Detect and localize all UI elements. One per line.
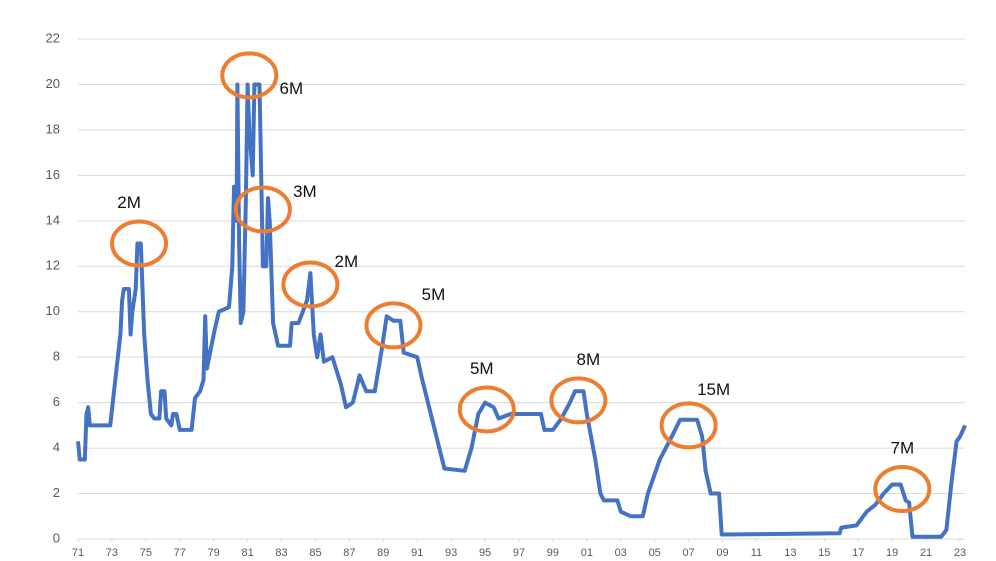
annotation-label: 6M	[279, 79, 303, 98]
x-tick-label: 09	[716, 547, 728, 559]
annotation-circle	[659, 401, 718, 450]
y-tick-label: 0	[53, 530, 60, 545]
y-tick-label: 2	[53, 485, 60, 500]
y-tick-label: 12	[46, 258, 60, 273]
annotation-circle	[220, 51, 279, 100]
x-tick-label: 73	[106, 547, 118, 559]
x-tick-label: 97	[513, 547, 525, 559]
x-tick-label: 85	[309, 547, 321, 559]
annotation-label: 5M	[470, 359, 494, 378]
annotation-label: 7M	[891, 438, 915, 457]
x-tick-label: 91	[411, 547, 423, 559]
x-tick-label: 77	[174, 547, 186, 559]
y-tick-label: 16	[46, 167, 60, 182]
annotation-label: 2M	[117, 193, 141, 212]
x-tick-label: 07	[682, 547, 694, 559]
x-tick-label: 23	[954, 547, 966, 559]
annotation-label: 8M	[577, 350, 601, 369]
y-tick-label: 20	[46, 76, 60, 91]
x-tick-label: 93	[445, 547, 457, 559]
y-tick-label: 8	[53, 349, 60, 364]
x-tick-label: 79	[208, 547, 220, 559]
x-tick-label: 17	[852, 547, 864, 559]
annotation-circle	[457, 385, 516, 434]
annotation-label: 5M	[422, 285, 446, 304]
y-tick-label: 4	[53, 440, 60, 455]
annotation-circle	[549, 376, 608, 425]
annotation-label: 2M	[335, 252, 359, 271]
x-tick-label: 75	[140, 547, 152, 559]
y-tick-label: 10	[46, 303, 60, 318]
series-line	[76, 82, 967, 539]
x-tick-label: 81	[241, 547, 253, 559]
x-tick-label: 19	[886, 547, 898, 559]
annotation-circle	[233, 185, 292, 234]
x-tick-label: 01	[581, 547, 593, 559]
y-tick-label: 14	[46, 212, 60, 227]
annotation-circle	[873, 465, 932, 513]
x-tick-label: 83	[275, 547, 287, 559]
x-tick-label: 71	[72, 547, 84, 559]
y-tick-label: 6	[53, 394, 60, 409]
annotation-circle	[110, 219, 169, 268]
annotation-label: 15M	[697, 380, 730, 399]
annotation-label: 3M	[293, 182, 317, 201]
x-tick-label: 87	[343, 547, 355, 559]
y-tick-label: 18	[46, 121, 60, 136]
x-tick-label: 11	[751, 547, 762, 559]
x-tick-label: 13	[784, 547, 796, 559]
x-tick-label: 99	[547, 547, 559, 559]
x-tick-label: 05	[649, 547, 661, 559]
x-tick-label: 15	[818, 547, 830, 559]
y-tick-label: 22	[46, 30, 60, 45]
annotation-circle	[281, 260, 340, 309]
x-tick-label: 89	[377, 547, 389, 559]
x-tick-label: 03	[615, 547, 627, 559]
x-tick-label: 95	[479, 547, 491, 559]
x-tick-label: 21	[920, 547, 932, 559]
annotation-circle	[364, 301, 423, 350]
